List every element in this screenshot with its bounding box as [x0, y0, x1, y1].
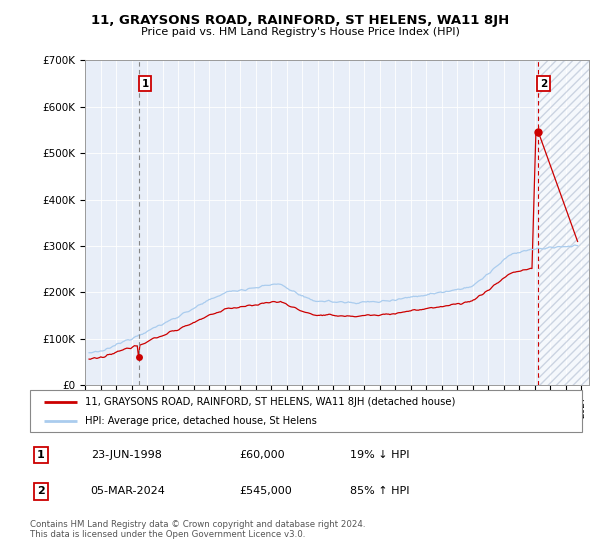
Text: 2: 2	[540, 79, 547, 88]
Text: £60,000: £60,000	[240, 450, 286, 460]
Text: 1: 1	[142, 79, 149, 88]
Text: 23-JUN-1998: 23-JUN-1998	[91, 450, 161, 460]
Text: Price paid vs. HM Land Registry's House Price Index (HPI): Price paid vs. HM Land Registry's House …	[140, 27, 460, 37]
Text: 1: 1	[37, 450, 45, 460]
Text: 11, GRAYSONS ROAD, RAINFORD, ST HELENS, WA11 8JH (detached house): 11, GRAYSONS ROAD, RAINFORD, ST HELENS, …	[85, 396, 455, 407]
Text: 2: 2	[37, 486, 45, 496]
Text: HPI: Average price, detached house, St Helens: HPI: Average price, detached house, St H…	[85, 416, 317, 426]
Text: 19% ↓ HPI: 19% ↓ HPI	[350, 450, 410, 460]
Text: 05-MAR-2024: 05-MAR-2024	[91, 486, 166, 496]
Text: 11, GRAYSONS ROAD, RAINFORD, ST HELENS, WA11 8JH: 11, GRAYSONS ROAD, RAINFORD, ST HELENS, …	[91, 14, 509, 27]
Bar	[539, 60, 589, 385]
FancyBboxPatch shape	[30, 390, 582, 432]
Text: 85% ↑ HPI: 85% ↑ HPI	[350, 486, 410, 496]
Text: Contains HM Land Registry data © Crown copyright and database right 2024.
This d: Contains HM Land Registry data © Crown c…	[30, 520, 365, 539]
Text: £545,000: £545,000	[240, 486, 293, 496]
